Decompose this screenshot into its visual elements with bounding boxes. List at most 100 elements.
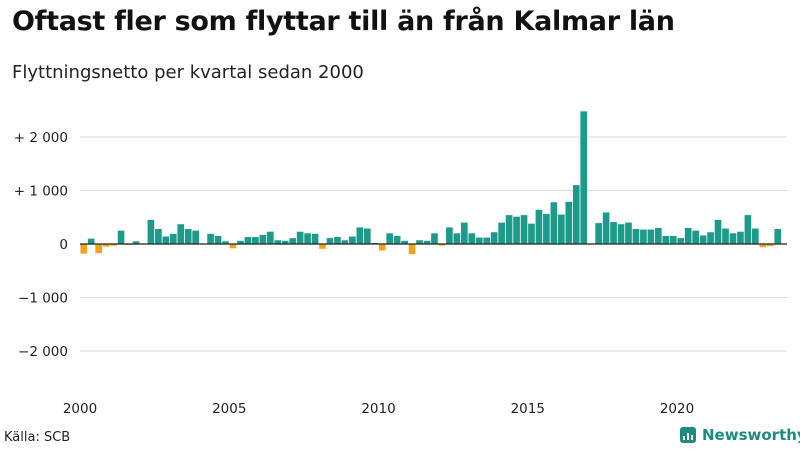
data-bar <box>669 235 677 244</box>
data-bar <box>759 244 767 248</box>
data-bar <box>95 244 102 254</box>
data-bar <box>737 231 744 244</box>
data-bar <box>565 201 573 245</box>
data-bar <box>602 212 610 244</box>
y-tick-label: 0 <box>59 237 68 253</box>
data-bar <box>535 209 543 244</box>
y-tick-label: −1 000 <box>18 291 68 307</box>
data-bar <box>528 223 535 244</box>
y-tick-label: + 1 000 <box>14 184 68 200</box>
data-bar <box>192 230 199 245</box>
data-bar <box>102 244 110 247</box>
y-tick-label: + 2 000 <box>14 130 68 146</box>
x-tick-label: 2015 <box>511 401 545 417</box>
data-bar <box>520 215 528 244</box>
data-bar <box>774 229 782 244</box>
data-bar <box>132 241 140 244</box>
data-bar <box>625 222 632 244</box>
data-bar <box>363 228 371 245</box>
data-bar <box>468 233 476 244</box>
data-bar <box>558 214 565 244</box>
data-bar <box>252 237 259 244</box>
data-bar <box>244 237 252 244</box>
data-bar <box>334 237 341 244</box>
data-bar <box>319 244 326 249</box>
data-bar <box>117 230 125 245</box>
data-bar <box>296 231 304 244</box>
data-bar <box>632 229 640 244</box>
data-bar <box>752 228 759 245</box>
data-bar <box>162 236 170 244</box>
data-bar <box>505 215 513 244</box>
data-bar <box>662 235 670 244</box>
data-bar <box>281 240 289 244</box>
data-bar <box>393 235 401 244</box>
chart-title: Oftast fler som flyttar till än från Kal… <box>12 6 675 37</box>
data-bar <box>378 244 386 251</box>
data-bar <box>543 214 550 244</box>
axes: + 2 000 + 1 000 0 −1 000 −2 000 2000 2005 2010 2… <box>14 130 787 417</box>
data-bar <box>714 219 722 244</box>
data-bar <box>431 233 438 244</box>
data-bar <box>155 229 162 244</box>
data-bar <box>423 240 431 244</box>
data-bar <box>446 227 453 244</box>
x-tick-label: 2020 <box>660 401 694 417</box>
data-bar <box>229 244 237 249</box>
data-bar <box>729 233 737 244</box>
data-bar <box>655 227 662 244</box>
data-bar <box>274 240 282 244</box>
data-bar <box>289 238 297 244</box>
data-bar <box>580 111 588 244</box>
data-bar <box>386 233 394 244</box>
data-bar <box>110 244 117 246</box>
data-bar <box>184 229 192 244</box>
data-bar <box>550 202 558 244</box>
data-bar <box>408 244 416 255</box>
data-bar <box>766 244 774 247</box>
data-bar <box>699 235 707 244</box>
data-bar <box>572 185 580 244</box>
data-bar <box>259 234 267 245</box>
chart-subtitle: Flyttningsnetto per kvartal sedan 2000 <box>12 62 364 83</box>
data-bar <box>490 232 498 244</box>
grid-lines <box>80 136 787 352</box>
data-bar <box>453 233 461 244</box>
x-tick-label: 2005 <box>212 401 246 417</box>
data-bar <box>401 240 408 244</box>
data-bar <box>416 240 423 244</box>
bars <box>80 111 782 255</box>
data-bar <box>677 238 685 244</box>
data-bar <box>237 240 244 244</box>
data-bar <box>610 222 617 244</box>
data-bar <box>692 230 699 245</box>
data-bar <box>177 224 185 244</box>
data-bar <box>460 222 468 244</box>
data-bar <box>744 215 752 244</box>
data-bar <box>214 235 222 244</box>
data-bar <box>222 241 229 244</box>
y-tick-label: −2 000 <box>18 344 68 360</box>
data-bar <box>438 244 446 246</box>
data-bar <box>498 222 505 244</box>
data-bar <box>207 233 214 244</box>
newsworthy-logo: Newsworthy <box>680 426 800 444</box>
data-bar <box>483 237 491 244</box>
data-bar <box>349 236 356 244</box>
chart-bars-icon <box>680 427 696 443</box>
data-bar <box>640 229 647 245</box>
x-tick-label: 2010 <box>361 401 395 417</box>
source-note: Källa: SCB <box>4 430 71 445</box>
data-bar <box>356 227 364 244</box>
data-bar <box>266 231 274 244</box>
data-bar <box>684 227 692 244</box>
data-bar <box>304 233 311 244</box>
data-bar <box>707 232 714 244</box>
data-bar <box>475 237 483 244</box>
data-bar <box>311 233 319 244</box>
brand-name: Newsworthy <box>702 426 800 444</box>
data-bar <box>87 238 95 244</box>
data-bar <box>326 238 334 244</box>
data-bar <box>80 244 88 254</box>
